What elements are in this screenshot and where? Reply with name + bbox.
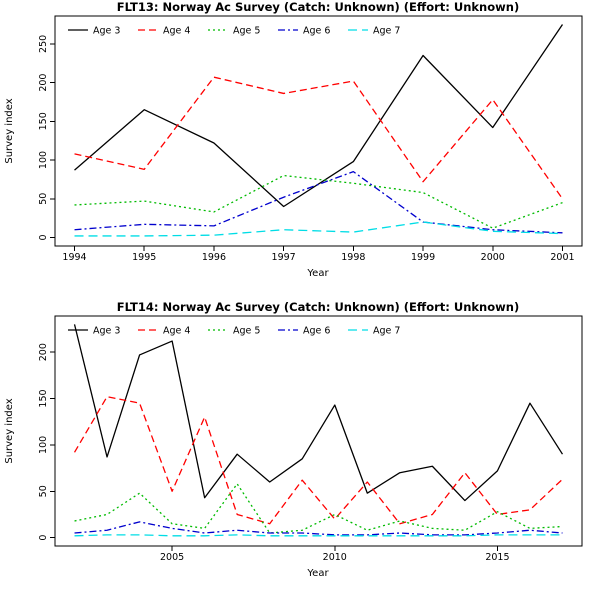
legend-label-age-7: Age 7 [373,326,400,337]
x-tick-label: 2015 [485,552,509,563]
y-tick-label: 150 [38,112,49,130]
x-tick-label: 2001 [550,252,574,263]
x-tick-label: 1994 [62,252,86,263]
plot-box [54,15,583,247]
y-axis-label: Survey index [4,98,15,163]
x-axis-label: Year [306,268,329,279]
y-tick-label: 250 [38,35,49,53]
y-tick-label: 200 [38,74,49,92]
series-line-age-7 [74,534,563,537]
x-tick-label: 1997 [272,252,296,263]
x-tick-label: 1998 [341,252,365,263]
y-tick-label: 50 [38,193,49,205]
y-tick-label: 200 [38,343,49,361]
y-tick-label: 0 [38,535,49,541]
legend-label-age-5: Age 5 [233,26,260,37]
legend-label-age-3: Age 3 [93,26,120,37]
legend-label-age-6: Age 6 [303,326,330,337]
x-tick-label: 2005 [160,552,184,563]
y-tick-label: 50 [38,485,49,497]
x-tick-label: 2000 [481,252,505,263]
legend-label-age-7: Age 7 [373,26,400,37]
y-tick-label: 100 [38,151,49,169]
plot-box [54,315,583,547]
plot-layer: 1994 1995 1996 1997 1998 1999 2000 2001 0 50 100 15… [38,15,583,263]
y-tick-label: 0 [38,234,49,240]
x-axis-label: Year [306,568,329,579]
x-tick-label: 2010 [323,552,347,563]
legend-label-age-5: Age 5 [233,326,260,337]
legend-label-age-4: Age 4 [163,26,190,37]
series-line-age-3 [73,324,564,502]
series-line-age-3 [74,24,564,208]
x-tick-label: 1999 [411,252,435,263]
plot-layer: 2005 2010 2015 0 50 100 150 200 Age 3 Age 4 Age 5 A… [38,315,583,563]
y-tick-label: 100 [38,436,49,454]
x-tick-label: 1996 [202,252,226,263]
flt14-line-chart: FLT14: Norway Ac Survey (Catch: Unknown)… [4,300,583,579]
series-line-age-5 [74,483,563,534]
series-line-age-4 [73,396,563,525]
x-tick-label: 1995 [132,252,156,263]
series-line-age-5 [74,174,563,229]
y-tick-label: 150 [38,389,49,407]
series-line-age-6 [74,171,563,234]
legend-label-age-4: Age 4 [163,326,190,337]
flt14-chart-block: FLT14: Norway Ac Survey (Catch: Unknown)… [0,300,600,600]
series-line-age-4 [74,76,564,200]
series-line-age-7 [74,221,563,237]
legend-label-age-3: Age 3 [93,326,120,337]
legend-label-age-6: Age 6 [303,26,330,37]
y-axis-label: Survey index [4,398,15,463]
series-line-age-6 [74,521,563,536]
chart-title: FLT13: Norway Ac Survey (Catch: Unknown)… [117,0,519,14]
flt13-chart-block: FLT13: Norway Ac Survey (Catch: Unknown)… [4,0,583,279]
flt13-line-chart: FLT13: Norway Ac Survey (Catch: Unknown)… [4,0,583,279]
chart-title: FLT14: Norway Ac Survey (Catch: Unknown)… [117,300,519,314]
